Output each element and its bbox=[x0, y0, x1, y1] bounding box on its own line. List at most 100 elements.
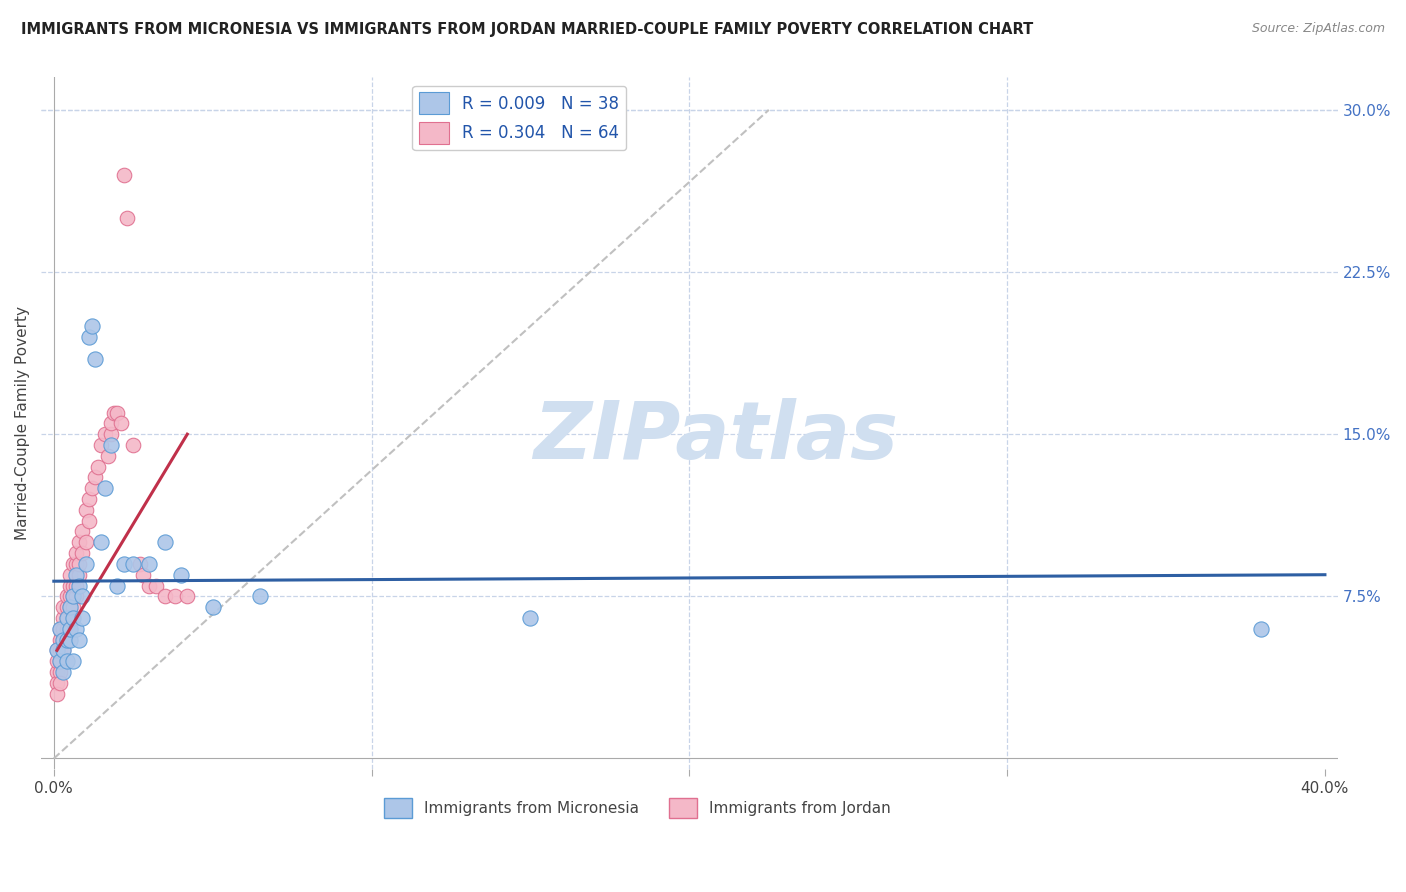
Point bbox=[122, 557, 145, 571]
Point bbox=[65, 590, 87, 604]
Point bbox=[87, 459, 110, 474]
Point bbox=[49, 675, 72, 690]
Point bbox=[138, 578, 160, 592]
Point bbox=[49, 665, 72, 679]
Point bbox=[100, 417, 122, 431]
Point bbox=[103, 406, 125, 420]
Point bbox=[80, 319, 103, 334]
Point bbox=[65, 622, 87, 636]
Point bbox=[138, 557, 160, 571]
Point bbox=[59, 590, 82, 604]
Point bbox=[46, 654, 69, 668]
Point bbox=[46, 665, 69, 679]
Point bbox=[52, 632, 75, 647]
Point bbox=[67, 632, 90, 647]
Point bbox=[67, 557, 90, 571]
Point bbox=[62, 611, 84, 625]
Point bbox=[52, 622, 75, 636]
Point bbox=[84, 470, 107, 484]
Point bbox=[77, 491, 100, 506]
Y-axis label: Married-Couple Family Poverty: Married-Couple Family Poverty bbox=[15, 306, 30, 541]
Point bbox=[46, 643, 69, 657]
Point bbox=[145, 578, 167, 592]
Text: ZIPatlas: ZIPatlas bbox=[533, 398, 898, 476]
Point bbox=[49, 622, 72, 636]
Point bbox=[52, 632, 75, 647]
Point bbox=[59, 600, 82, 615]
Point bbox=[59, 632, 82, 647]
Point bbox=[90, 438, 112, 452]
Point bbox=[49, 622, 72, 636]
Point bbox=[153, 590, 176, 604]
Point bbox=[55, 622, 77, 636]
Point bbox=[77, 514, 100, 528]
Point bbox=[49, 632, 72, 647]
Point bbox=[59, 622, 82, 636]
Point bbox=[93, 427, 115, 442]
Point bbox=[170, 567, 193, 582]
Point bbox=[122, 438, 145, 452]
Point bbox=[84, 351, 107, 366]
Point bbox=[75, 557, 97, 571]
Point bbox=[62, 557, 84, 571]
Point bbox=[128, 557, 150, 571]
Point bbox=[55, 654, 77, 668]
Point bbox=[110, 417, 132, 431]
Point bbox=[90, 535, 112, 549]
Point bbox=[62, 590, 84, 604]
Point bbox=[65, 557, 87, 571]
Point bbox=[153, 535, 176, 549]
Point bbox=[100, 427, 122, 442]
Point bbox=[75, 503, 97, 517]
Point bbox=[55, 611, 77, 625]
Point bbox=[49, 654, 72, 668]
Point bbox=[97, 449, 120, 463]
Point bbox=[132, 567, 155, 582]
Point bbox=[59, 567, 82, 582]
Point bbox=[65, 546, 87, 560]
Point bbox=[100, 438, 122, 452]
Point bbox=[49, 654, 72, 668]
Point bbox=[67, 535, 90, 549]
Point bbox=[52, 643, 75, 657]
Point bbox=[62, 578, 84, 592]
Text: Source: ZipAtlas.com: Source: ZipAtlas.com bbox=[1251, 22, 1385, 36]
Point bbox=[93, 481, 115, 495]
Point bbox=[72, 611, 94, 625]
Point bbox=[62, 600, 84, 615]
Point bbox=[72, 524, 94, 539]
Point bbox=[80, 481, 103, 495]
Point bbox=[55, 590, 77, 604]
Point bbox=[1250, 622, 1272, 636]
Point bbox=[55, 600, 77, 615]
Point bbox=[52, 600, 75, 615]
Point bbox=[49, 643, 72, 657]
Point bbox=[519, 611, 541, 625]
Point bbox=[163, 590, 186, 604]
Point bbox=[67, 578, 90, 592]
Point bbox=[59, 578, 82, 592]
Point bbox=[115, 211, 138, 225]
Point bbox=[46, 643, 69, 657]
Point bbox=[112, 557, 135, 571]
Point bbox=[176, 590, 198, 604]
Point bbox=[46, 675, 69, 690]
Point bbox=[65, 578, 87, 592]
Point bbox=[112, 168, 135, 182]
Point bbox=[52, 611, 75, 625]
Point bbox=[77, 330, 100, 344]
Point bbox=[105, 406, 128, 420]
Point bbox=[105, 578, 128, 592]
Point bbox=[65, 567, 87, 582]
Point bbox=[52, 643, 75, 657]
Legend: Immigrants from Micronesia, Immigrants from Jordan: Immigrants from Micronesia, Immigrants f… bbox=[378, 792, 897, 824]
Point bbox=[201, 600, 224, 615]
Text: IMMIGRANTS FROM MICRONESIA VS IMMIGRANTS FROM JORDAN MARRIED-COUPLE FAMILY POVER: IMMIGRANTS FROM MICRONESIA VS IMMIGRANTS… bbox=[21, 22, 1033, 37]
Point bbox=[62, 654, 84, 668]
Point bbox=[75, 535, 97, 549]
Point bbox=[55, 611, 77, 625]
Point bbox=[46, 687, 69, 701]
Point bbox=[62, 590, 84, 604]
Point bbox=[55, 632, 77, 647]
Point bbox=[55, 632, 77, 647]
